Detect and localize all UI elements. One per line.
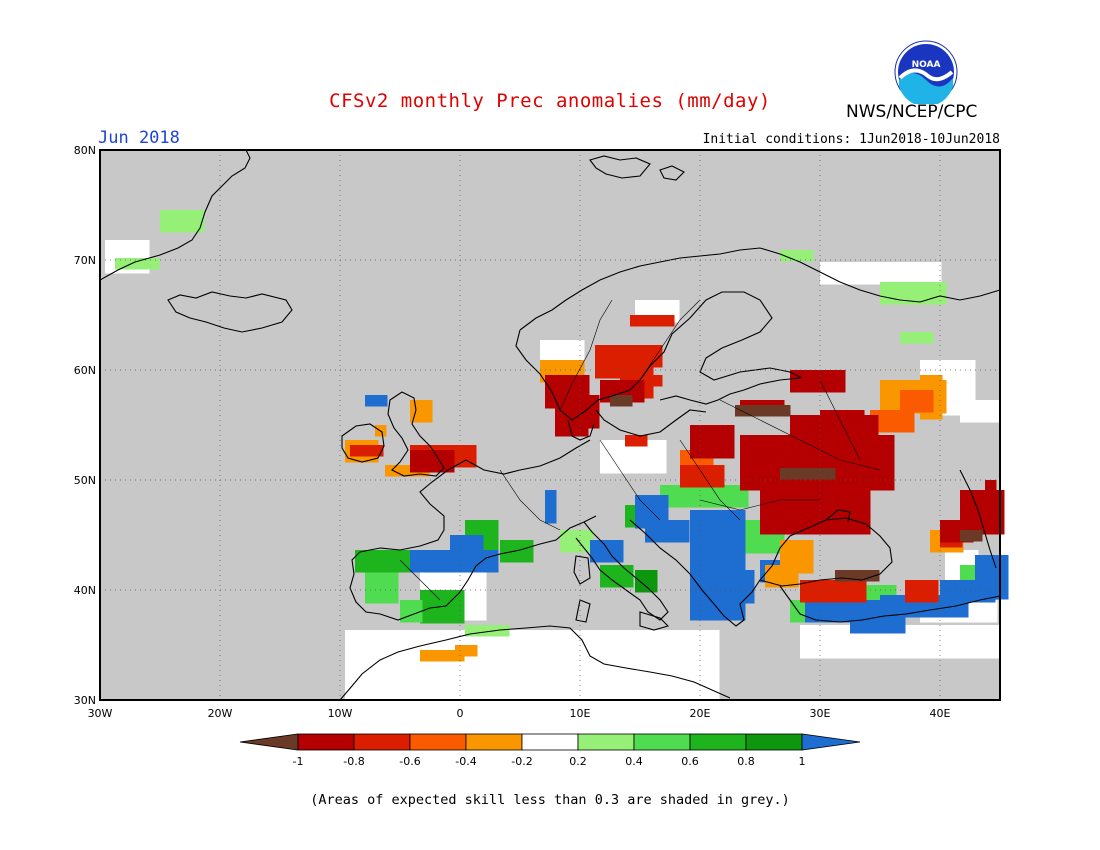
month-label: Jun 2018 [98, 128, 180, 148]
coastlines [99, 149, 1001, 701]
colorbar-tick-label: 1 [799, 755, 806, 768]
colorbar-segment [465, 733, 523, 751]
chart-title: CFSv2 monthly Prec anomalies (mm/day) [329, 90, 771, 112]
svg-text:NOAA: NOAA [912, 60, 941, 70]
lon-tick-label: 20W [208, 707, 233, 720]
lon-tick-label: 40E [930, 707, 951, 720]
colorbar-segment [239, 733, 299, 751]
colorbar-tick-label: 0.8 [737, 755, 755, 768]
lat-tick-label: 80N [74, 144, 96, 157]
initial-conditions: Initial conditions: 1Jun2018-10Jun2018 [702, 132, 1000, 147]
colorbar-segment [297, 733, 355, 751]
colorbar-segment [801, 733, 861, 751]
lat-tick-label: 40N [74, 584, 96, 597]
map-gridlines [100, 150, 1000, 700]
colorbar-segment [745, 733, 803, 751]
anomaly-cells [105, 210, 1009, 708]
colorbar-tick-label: -1 [293, 755, 304, 768]
colorbar-tick-label: 0.4 [625, 755, 643, 768]
colorbar-tick-label: 0.6 [681, 755, 699, 768]
country-borders [399, 299, 881, 601]
colorbar-segment [353, 733, 411, 751]
lat-tick-label: 50N [74, 474, 96, 487]
colorbar-tick-label: -0.8 [343, 755, 364, 768]
colorbar-segment [521, 733, 579, 751]
lon-tick-label: 20E [690, 707, 711, 720]
agency-label: NWS/NCEP/CPC [846, 102, 978, 122]
lat-tick-label: 70N [74, 254, 96, 267]
colorbar-tick-label: -0.4 [455, 755, 476, 768]
colorbar: -1 -0.8 -0.6 -0.4 -0.2 0.2 0.4 0.6 0.8 1 [239, 733, 861, 768]
precip-anomaly-map: 30W 20W 10W 0 10E 20E 30E 40E 80N 70N 60N 50N 40N 30N [74, 144, 1009, 720]
lon-tick-label: 10E [570, 707, 591, 720]
lon-tick-label: 30W [88, 707, 113, 720]
colorbar-segment [409, 733, 467, 751]
colorbar-tick-label: 0.2 [569, 755, 587, 768]
skill-footnote: (Areas of expected skill less than 0.3 a… [310, 792, 790, 808]
lon-tick-label: 10W [328, 707, 353, 720]
map-frame [99, 149, 1001, 701]
colorbar-tick-label: -0.6 [399, 755, 420, 768]
colorbar-segment [633, 733, 691, 751]
lat-tick-label: 60N [74, 364, 96, 377]
colorbar-tick-label: -0.2 [511, 755, 532, 768]
noaa-logo: NOAA [894, 40, 958, 104]
colorbar-segment [689, 733, 747, 751]
lon-tick-label: 0 [457, 707, 464, 720]
colorbar-segment [577, 733, 635, 751]
map-axis-labels: 30W 20W 10W 0 10E 20E 30E 40E 80N 70N 60N 50N 40N 30N [74, 144, 951, 720]
lon-tick-label: 30E [810, 707, 831, 720]
lat-tick-label: 30N [74, 694, 96, 707]
